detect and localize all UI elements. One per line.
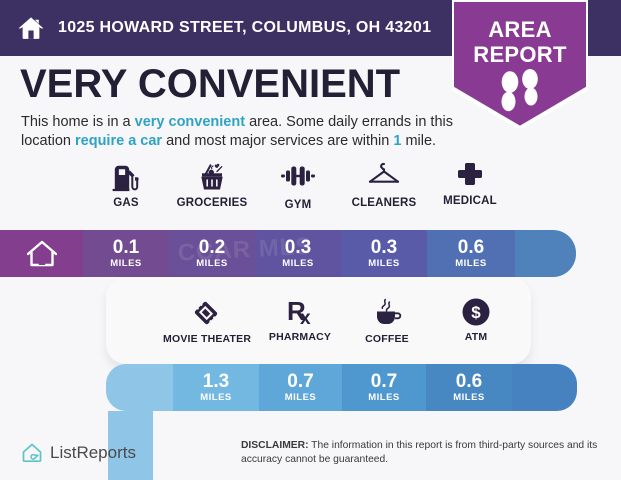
svg-text:$: $: [471, 303, 481, 322]
svg-text:x: x: [300, 308, 311, 327]
